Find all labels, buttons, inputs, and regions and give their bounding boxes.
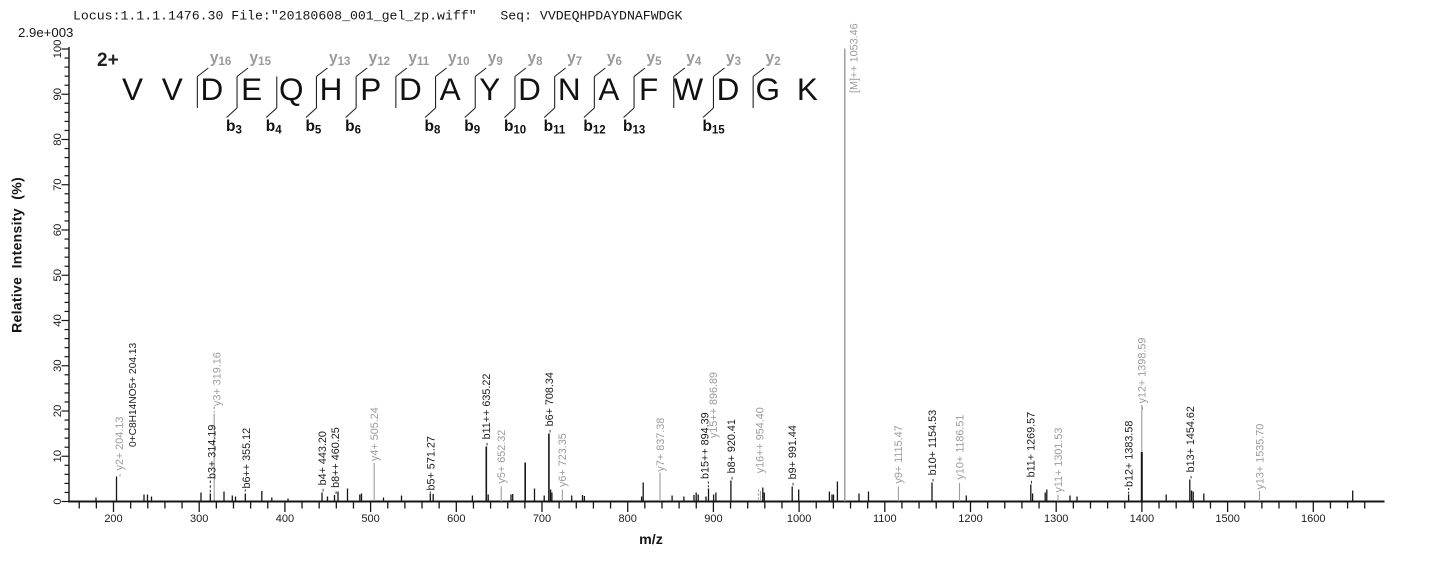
svg-text:200: 200 (104, 513, 122, 525)
svg-text:D: D (717, 71, 740, 107)
svg-text:A: A (598, 71, 619, 107)
svg-text:b3+ 314.19: b3+ 314.19 (206, 425, 218, 479)
svg-text:V: V (162, 71, 183, 107)
svg-text:D: D (201, 71, 224, 107)
svg-text:E: E (241, 71, 262, 107)
svg-text:0+C8H14NO5+ 204.13: 0+C8H14NO5+ 204.13 (128, 342, 139, 447)
svg-text:- b11+ 1269.57: - b11+ 1269.57 (1026, 412, 1038, 484)
svg-text:90: 90 (52, 88, 64, 101)
svg-text:b6++ 355.12: b6++ 355.12 (241, 428, 253, 489)
svg-text:2+: 2+ (97, 50, 119, 71)
svg-text:y5+ 652.32: y5+ 652.32 (496, 430, 508, 484)
svg-text:80: 80 (52, 133, 64, 146)
svg-text:50: 50 (52, 269, 64, 282)
svg-text:Locus:1.1.1.1476.30 File:"2018: Locus:1.1.1.1476.30 File:"20180608_001_g… (73, 9, 682, 24)
svg-text:1100: 1100 (873, 513, 897, 525)
svg-text:1200: 1200 (958, 513, 982, 525)
svg-text:[M]++ 1053.46: [M]++ 1053.46 (848, 23, 860, 93)
svg-text:0: 0 (52, 498, 64, 504)
svg-text:70: 70 (52, 178, 64, 191)
svg-text:2.9e+003: 2.9e+003 (18, 25, 73, 40)
svg-text:- b11++ 635.22: - b11++ 635.22 (481, 374, 493, 446)
svg-text:30: 30 (52, 359, 64, 372)
svg-text:b15++ 894.39: b15++ 894.39 (700, 412, 712, 479)
svg-text:500: 500 (361, 513, 379, 525)
svg-text:K: K (797, 71, 818, 107)
svg-text:10: 10 (52, 450, 64, 463)
svg-text:- b8+ 920.41: - b8+ 920.41 (726, 419, 738, 480)
svg-text:F: F (639, 71, 658, 107)
svg-text:Relative Intensity (%): Relative Intensity (%) (9, 177, 25, 333)
svg-text:G: G (755, 71, 780, 107)
svg-text:300: 300 (190, 513, 208, 525)
svg-text:y13+ 1535.70: y13+ 1535.70 (1254, 424, 1266, 490)
svg-text:A: A (440, 71, 461, 107)
svg-text:100: 100 (52, 40, 64, 59)
svg-text:1000: 1000 (787, 513, 811, 525)
svg-text:Q: Q (279, 71, 304, 107)
svg-text:- b13+ 1454.62: - b13+ 1454.62 (1185, 406, 1197, 479)
svg-text:V: V (122, 71, 143, 107)
svg-text:P: P (360, 71, 381, 107)
svg-text:m/z: m/z (639, 532, 663, 548)
svg-text:y3+ 319.16: y3+ 319.16 (211, 352, 223, 406)
svg-text:D: D (518, 71, 541, 107)
svg-text:1400: 1400 (1130, 513, 1154, 525)
svg-text:y7+ 837.38: y7+ 837.38 (655, 418, 667, 472)
svg-text:H: H (320, 71, 343, 107)
svg-text:1600: 1600 (1301, 513, 1325, 525)
svg-text:D: D (399, 71, 422, 107)
svg-text:y10+ 1186.51: y10+ 1186.51 (954, 415, 966, 480)
svg-text:400: 400 (276, 513, 294, 525)
svg-text:y4+ 505.24: y4+ 505.24 (369, 407, 381, 461)
svg-text:20: 20 (52, 405, 64, 418)
svg-text:40: 40 (52, 314, 64, 327)
svg-text:- b6+ 708.34: - b6+ 708.34 (544, 372, 556, 433)
svg-text:- y12+ 1398.59: - y12+ 1398.59 (1137, 338, 1149, 410)
svg-text:- b9+ 991.44: - b9+ 991.44 (787, 425, 799, 486)
svg-text:- y2+ 204.13: - y2+ 204.13 (114, 417, 126, 477)
svg-text:1300: 1300 (1044, 513, 1068, 525)
svg-text:- b4+ 443.20: - b4+ 443.20 (317, 431, 329, 492)
svg-text:900: 900 (704, 513, 722, 525)
svg-text:N: N (558, 71, 581, 107)
svg-text:800: 800 (619, 513, 637, 525)
svg-text:y6+ 723.35: y6+ 723.35 (557, 433, 569, 487)
svg-text:600: 600 (447, 513, 465, 525)
svg-text:W: W (673, 71, 703, 107)
svg-text:60: 60 (52, 224, 64, 237)
svg-text:b5+ 571.27: b5+ 571.27 (425, 436, 437, 490)
svg-text:1500: 1500 (1215, 513, 1239, 525)
svg-text:b12+ 1383.58: b12+ 1383.58 (1123, 421, 1135, 487)
svg-text:y16++ 954.40: y16++ 954.40 (754, 407, 766, 473)
svg-text:700: 700 (533, 513, 551, 525)
svg-text:- b10+ 1154.53: - b10+ 1154.53 (927, 410, 939, 482)
svg-text:y9+ 1115.47: y9+ 1115.47 (893, 425, 905, 483)
svg-text:y15++ 896.89: y15++ 896.89 (708, 372, 720, 438)
svg-text:- b8++ 460.25: - b8++ 460.25 (330, 427, 342, 494)
svg-text:y11+ 1301.53: y11+ 1301.53 (1053, 428, 1065, 493)
svg-text:Y: Y (479, 71, 500, 107)
